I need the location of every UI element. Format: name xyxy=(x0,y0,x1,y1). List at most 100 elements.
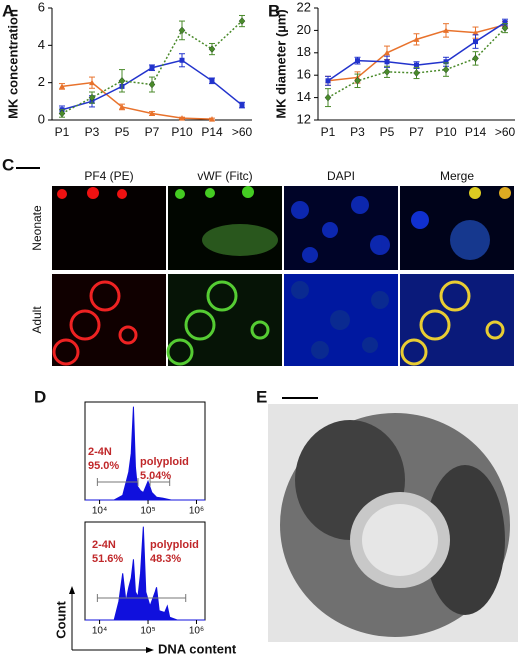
y-tick-label: 20 xyxy=(297,22,311,37)
arrowhead xyxy=(69,586,75,594)
panel-label: E xyxy=(256,387,267,406)
annotation: polyploid xyxy=(140,456,189,468)
panel-label: B xyxy=(268,1,280,20)
gate xyxy=(96,594,187,602)
x-tick-label: P14 xyxy=(465,125,487,139)
x-tick-label: P10 xyxy=(435,125,457,139)
y-tick-label: 14 xyxy=(297,89,311,104)
marker xyxy=(324,93,332,102)
x-tick-label: P1 xyxy=(55,125,70,139)
x-tick-label: 10⁵ xyxy=(140,506,155,517)
image xyxy=(52,186,166,270)
marker xyxy=(443,27,449,33)
y-tick-label: 6 xyxy=(38,0,45,14)
gate xyxy=(96,478,139,486)
marker xyxy=(443,59,449,65)
marker xyxy=(383,67,391,76)
column-header: DAPI xyxy=(327,169,355,183)
annotation: 95.0% xyxy=(88,460,119,472)
marker xyxy=(355,58,360,64)
x-tick-label: P3 xyxy=(85,125,100,139)
annotation: 51.6% xyxy=(92,553,123,565)
marker xyxy=(209,116,215,122)
image xyxy=(168,274,282,366)
marker xyxy=(325,78,331,84)
annotation: 2-4N xyxy=(88,446,112,458)
row-label: Neonate xyxy=(30,205,44,251)
y-tick-label: 16 xyxy=(297,67,311,82)
arrowhead xyxy=(146,647,154,653)
cells xyxy=(166,280,270,366)
em-image xyxy=(268,397,518,642)
nuclei xyxy=(291,196,390,263)
marker xyxy=(209,78,215,84)
cells xyxy=(400,280,505,366)
vacuoles xyxy=(362,504,438,576)
annotation: 2-4N xyxy=(92,539,116,551)
panel-label: D xyxy=(34,387,46,406)
y-axis-title: MK diameter (µm) xyxy=(273,9,288,118)
marker xyxy=(384,49,390,56)
marker xyxy=(413,69,420,77)
annotation: 48.3% xyxy=(150,553,181,565)
image xyxy=(284,186,398,270)
marker xyxy=(148,80,156,89)
panel-label: C xyxy=(2,155,14,174)
gate xyxy=(149,478,171,486)
y-axis-title: Count xyxy=(53,601,68,639)
annotation: 5.04% xyxy=(140,470,171,482)
marker xyxy=(472,54,479,63)
y-tick-label: 2 xyxy=(38,74,45,89)
column-header: PF4 (PE) xyxy=(84,169,133,183)
marker xyxy=(89,79,95,86)
x-tick-label: >60 xyxy=(495,125,516,139)
marker xyxy=(58,109,66,118)
x-tick-label: P7 xyxy=(409,125,424,139)
x-tick-label: P5 xyxy=(380,125,395,139)
x-tick-label: P1 xyxy=(321,125,336,139)
x-tick-label: 10⁴ xyxy=(92,506,107,517)
row-label: Adult xyxy=(30,306,44,334)
cells xyxy=(175,186,278,256)
x-tick-label: >60 xyxy=(232,125,253,139)
marker xyxy=(384,59,390,65)
marker xyxy=(239,102,245,108)
marker xyxy=(472,29,479,36)
cells xyxy=(52,280,138,366)
x-tick-label: P10 xyxy=(171,125,193,139)
x-tick-label: P7 xyxy=(145,125,160,139)
marker xyxy=(413,36,420,42)
merge-cells xyxy=(411,187,511,260)
marker xyxy=(354,76,361,85)
histogram-area xyxy=(85,406,205,501)
marker xyxy=(178,26,186,35)
marker xyxy=(179,115,185,121)
x-tick-label: 10⁶ xyxy=(189,626,204,637)
x-tick-label: 10⁶ xyxy=(189,506,204,517)
marker xyxy=(118,76,126,85)
marker xyxy=(149,110,155,116)
y-axis-title: MK concentration xyxy=(5,9,20,119)
histogram-area xyxy=(85,526,205,621)
marker xyxy=(414,62,419,68)
cells xyxy=(57,187,127,199)
marker xyxy=(119,103,125,110)
y-tick-label: 12 xyxy=(297,111,311,126)
column-header: vWF (Fitc) xyxy=(197,169,252,183)
column-header: Merge xyxy=(440,169,474,183)
annotation: polyploid xyxy=(150,539,199,551)
marker xyxy=(473,39,478,45)
micrograph-grid xyxy=(16,167,514,366)
y-tick-label: 0 xyxy=(38,111,45,126)
marker xyxy=(501,24,509,33)
marker xyxy=(88,93,96,102)
x-tick-label: 10⁴ xyxy=(92,626,107,637)
x-axis-title: DNA content xyxy=(158,641,237,656)
x-tick-label: P5 xyxy=(115,125,130,139)
nuclei xyxy=(291,281,389,359)
marker xyxy=(59,83,65,89)
y-tick-label: 18 xyxy=(297,44,311,59)
marker xyxy=(238,17,246,25)
y-tick-label: 22 xyxy=(297,0,311,14)
